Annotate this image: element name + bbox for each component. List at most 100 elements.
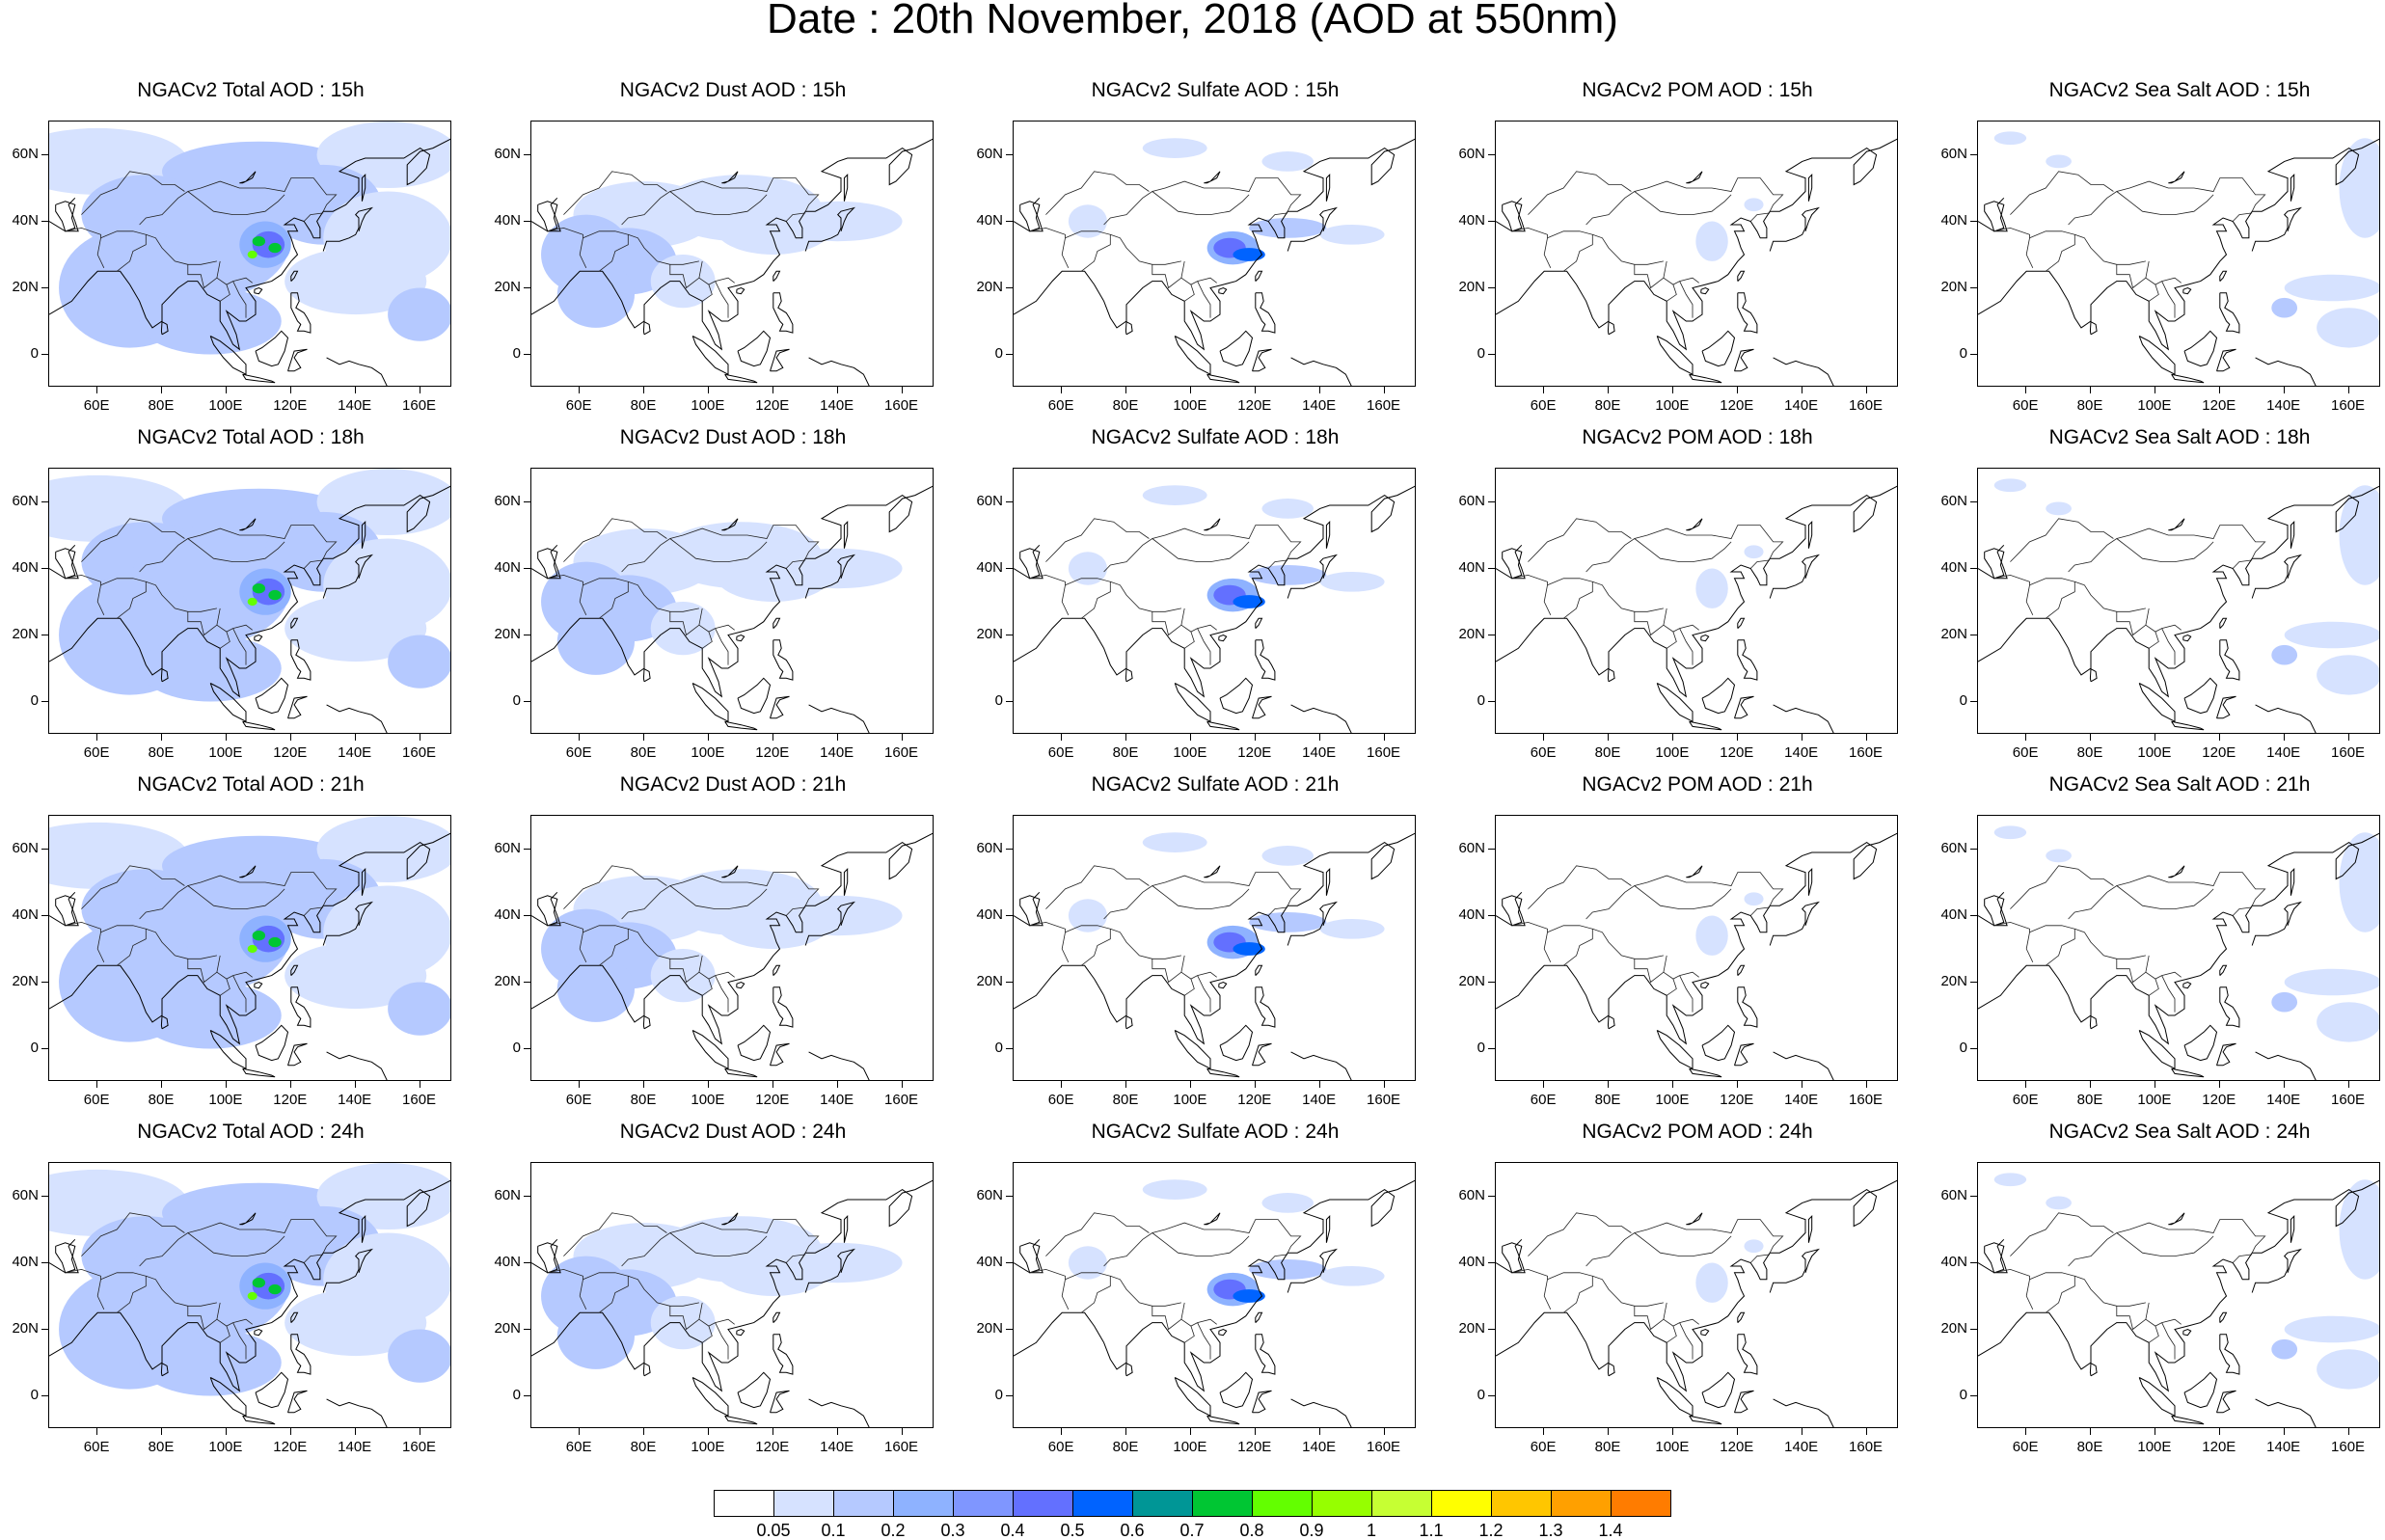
lat-tick-label: 20N — [976, 972, 1003, 989]
lat-tick-label: 0 — [1959, 1386, 1967, 1403]
country-border — [2068, 1219, 2266, 1267]
coastline — [322, 206, 374, 252]
country-border — [1029, 1268, 1070, 1310]
coastline — [1773, 357, 1834, 386]
coastline — [1255, 270, 1263, 282]
country-border — [1634, 260, 1667, 289]
lat-tick-label: 40N — [1458, 558, 1485, 576]
lon-tick-mark — [1254, 387, 1256, 393]
country-border — [1029, 921, 1070, 962]
aod-map — [1978, 1173, 2379, 1427]
coastline — [1773, 704, 1834, 733]
coastline — [804, 554, 856, 599]
country-border — [2161, 628, 2176, 665]
coastline — [1984, 548, 2005, 580]
lon-tick-mark — [354, 734, 356, 741]
lon-tick-mark — [354, 1428, 356, 1435]
lon-tick-mark — [2090, 387, 2092, 393]
lon-tick-label: 80E — [1594, 397, 1621, 414]
coastline — [1700, 286, 1710, 295]
aod-field-patch — [268, 1283, 282, 1295]
coastline — [1014, 138, 1415, 351]
map-panel-sulfate-21h: NGACv2 Sulfate AOD : 21h 60N 40N 20N 0 60E 80E… — [976, 773, 1416, 1108]
coastline — [1769, 901, 1821, 946]
lon-tick-mark — [1543, 1428, 1545, 1435]
lon-tick-mark — [2025, 1428, 2027, 1435]
coastline — [1607, 320, 1615, 336]
lat-tick-label: 0 — [1477, 344, 1485, 362]
lon-tick-label: 120E — [273, 1439, 308, 1455]
aod-field-patch — [1261, 151, 1314, 172]
lon-tick-label: 120E — [2202, 744, 2236, 761]
country-border — [1663, 1318, 1699, 1327]
country-border — [1103, 872, 1302, 920]
lon-tick-mark — [579, 387, 581, 393]
aod-map — [1014, 832, 1415, 1080]
lon-tick-mark — [1125, 1428, 1127, 1435]
country-border — [2010, 1212, 2114, 1256]
country-border — [2116, 1302, 2150, 1331]
coastline — [209, 1377, 247, 1418]
coastline — [772, 292, 794, 334]
lon-tick-mark — [1736, 1081, 1738, 1088]
coastline — [1125, 320, 1133, 336]
lat-tick-label: 20N — [12, 278, 39, 295]
map-panel-dust-24h: NGACv2 Dust AOD : 24h 60N 40N 20N 0 60E 80E 100… — [494, 1121, 934, 1455]
coastline — [1737, 639, 1758, 681]
aod-field-patch — [2284, 1315, 2379, 1343]
lon-tick-mark — [2218, 387, 2220, 393]
coastline — [49, 544, 79, 580]
coastline — [287, 348, 308, 372]
lon-tick-label: 120E — [273, 744, 308, 761]
country-border — [2010, 518, 2114, 562]
aod-field-patch — [268, 936, 282, 948]
lat-tick-label: 0 — [1477, 1039, 1485, 1056]
lat-tick-label: 40N — [1940, 211, 1967, 229]
panel-title: NGACv2 Dust AOD : 15h — [619, 79, 847, 101]
coastline — [1014, 197, 1043, 232]
lon-tick-mark — [836, 387, 838, 393]
country-border — [1663, 277, 1699, 285]
lon-tick-label: 120E — [1237, 1092, 1272, 1108]
coastline — [254, 981, 263, 989]
lat-tick-mark — [524, 914, 530, 916]
coastline — [1014, 485, 1415, 698]
lat-tick-mark — [1488, 914, 1495, 916]
aod-field-patch — [2317, 1349, 2379, 1390]
coastline — [691, 336, 729, 376]
coastline — [1174, 336, 1211, 376]
country-border — [303, 906, 324, 916]
country-border — [1547, 230, 1593, 272]
coastline — [1701, 677, 1736, 715]
aod-field-patch — [2046, 1196, 2072, 1210]
lon-tick-mark — [1383, 387, 1385, 393]
lat-tick-mark — [41, 353, 48, 355]
coastline — [290, 270, 299, 282]
country-border — [187, 885, 285, 909]
lat-tick-label: 60N — [494, 839, 521, 856]
aod-field-patch — [1319, 1265, 1385, 1286]
aod-map — [1978, 131, 2379, 386]
lat-tick-label: 40N — [12, 558, 39, 576]
lon-tick-label: 80E — [1594, 744, 1621, 761]
aod-field-patch — [139, 287, 282, 355]
map-panel-sulfate-15h: NGACv2 Sulfate AOD : 15h 60N 40N 20N 0 60E 80E… — [976, 79, 1416, 414]
lon-tick-label: 160E — [884, 1439, 919, 1455]
aod-field-patch — [2339, 832, 2379, 932]
lat-tick-label: 40N — [12, 211, 39, 229]
country-border — [2074, 1275, 2146, 1307]
lat-tick-label: 0 — [512, 1386, 521, 1403]
coastline — [2138, 1030, 2176, 1070]
lon-tick-label: 60E — [1530, 744, 1557, 761]
coastline — [361, 1214, 366, 1243]
coastline — [2171, 1415, 2205, 1425]
aod-field-patch — [285, 248, 427, 315]
lat-tick-label: 20N — [494, 1319, 521, 1337]
coastline — [1287, 206, 1339, 252]
coastline — [1014, 1179, 1415, 1392]
lat-tick-mark — [1970, 914, 1977, 916]
lon-tick-mark — [1383, 1081, 1385, 1088]
lon-tick-label: 60E — [1530, 1439, 1557, 1455]
coastline — [1700, 634, 1710, 642]
coastline — [49, 485, 450, 698]
